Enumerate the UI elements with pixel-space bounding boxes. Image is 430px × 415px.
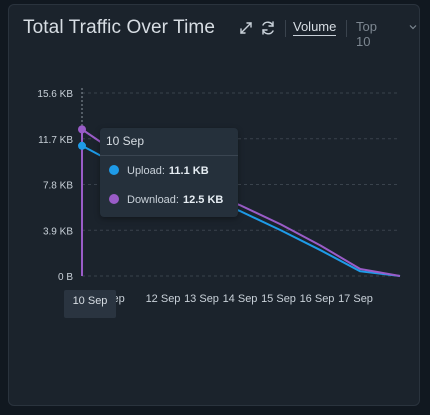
expand-icon[interactable]: [237, 19, 255, 37]
volume-tab[interactable]: Volume: [293, 19, 337, 36]
panel-title: Total Traffic Over Time: [23, 17, 216, 38]
x-tick-label: 15 Sep: [261, 293, 296, 305]
refresh-icon[interactable]: [259, 19, 277, 37]
y-tick-label: 11.7 KB: [38, 135, 73, 146]
hover-point-upload: [78, 141, 86, 150]
hover-point-download: [78, 125, 86, 134]
x-tick-label: 16 Sep: [300, 293, 335, 305]
tooltip-upload-label: Upload:: [127, 165, 165, 177]
chevron-down-icon[interactable]: [407, 20, 419, 32]
tooltip-upload-value: 11.1 KB: [168, 165, 209, 177]
upload-dot-icon: [109, 165, 119, 175]
top-n-select[interactable]: Top 10: [356, 19, 377, 49]
y-tick-label: 7.8 KB: [43, 181, 73, 192]
tooltip-download-label: Download:: [127, 194, 179, 206]
x-tick-label: 17 Sep: [338, 293, 373, 305]
tooltip-upload-row: Upload: 11.1 KB: [109, 165, 209, 177]
x-tick-label: 14 Sep: [223, 293, 258, 305]
download-dot-icon: [109, 194, 119, 204]
toolbar-divider: [346, 20, 347, 37]
y-tick-label: 15.6 KB: [37, 89, 73, 100]
chart-tooltip: 10 Sep Upload: 11.1 KB Download: 12.5 KB: [100, 128, 238, 217]
x-tick-label: 12 Sep: [146, 293, 181, 305]
y-tick-label: 0 B: [58, 272, 73, 283]
traffic-panel: Total Traffic Over Time Volume Top 10 0 …: [8, 4, 420, 406]
hover-x-label: 10 Sep: [64, 290, 116, 318]
toolbar-divider: [285, 20, 286, 37]
y-tick-label: 3.9 KB: [43, 226, 73, 237]
tooltip-download-row: Download: 12.5 KB: [109, 194, 223, 206]
x-tick-label: 13 Sep: [184, 293, 219, 305]
tooltip-date: 10 Sep: [100, 128, 238, 156]
tooltip-download-value: 12.5 KB: [182, 194, 224, 206]
